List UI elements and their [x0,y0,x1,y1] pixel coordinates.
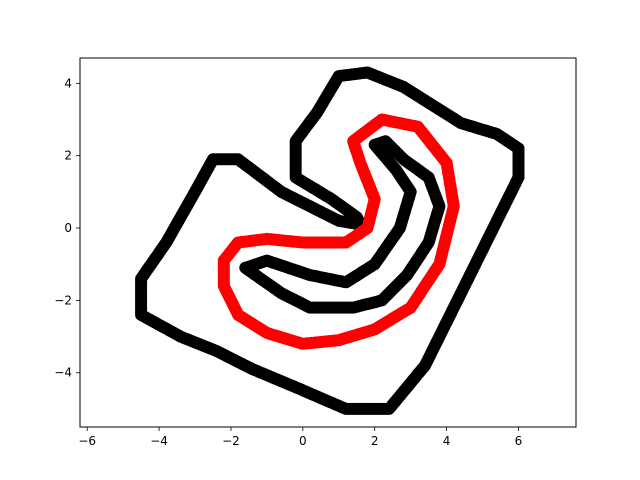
y-tick-label: 4 [64,76,72,90]
series-0 [135,66,525,415]
x-tick-label: −2 [222,434,240,448]
x-tick-label: 0 [299,434,307,448]
plot-area [135,66,525,415]
axes-frame [79,57,577,428]
x-tick-label: −4 [150,434,168,448]
y-tick-label: 2 [64,149,72,163]
x-tick-label: 6 [515,434,523,448]
data-point [370,140,383,153]
data-point [374,114,387,127]
data-point [291,172,304,185]
y-axis: −4 −2 0 2 4 [54,76,80,380]
y-tick-label: 0 [64,221,72,235]
series-2 [217,113,460,350]
x-axis: −6 −4 −2 0 2 4 6 [78,427,522,448]
x-tick-label: −6 [78,434,96,448]
series-1 [239,135,446,314]
x-tick-label: 4 [443,434,451,448]
x-tick-label: 2 [371,434,379,448]
y-tick-label: −4 [54,366,72,380]
y-tick-label: −2 [54,293,72,307]
